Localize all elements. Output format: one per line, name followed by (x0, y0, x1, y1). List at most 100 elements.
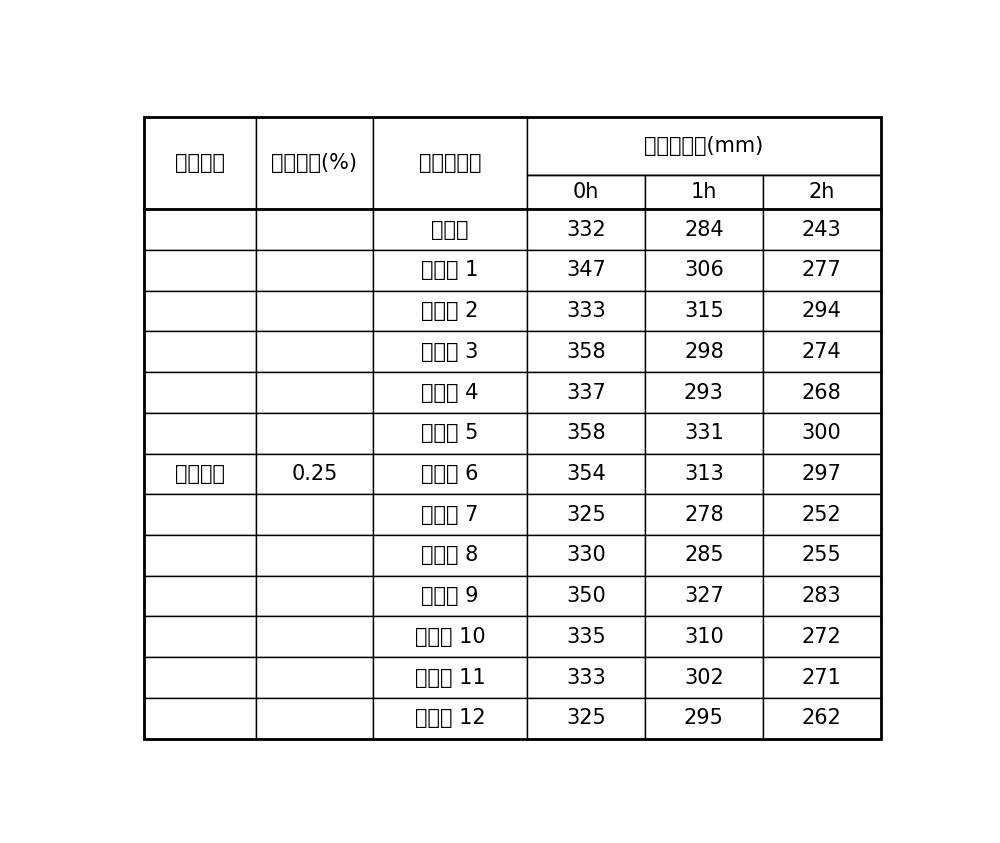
Bar (256, 535, 373, 576)
Bar (373, 209, 527, 250)
Bar (373, 291, 527, 331)
Text: 332: 332 (566, 220, 606, 239)
Text: 比较例: 比较例 (431, 220, 469, 239)
Text: 262: 262 (802, 708, 842, 728)
Bar (373, 331, 527, 372)
Bar (256, 454, 373, 494)
Text: 285: 285 (684, 545, 724, 566)
Text: 302: 302 (684, 668, 724, 688)
Bar (645, 698, 763, 738)
Bar (763, 535, 881, 576)
Bar (373, 698, 527, 738)
Bar (645, 250, 763, 291)
Text: 293: 293 (684, 383, 724, 402)
Bar (763, 454, 881, 494)
Bar (527, 698, 645, 738)
Bar (645, 175, 763, 209)
Bar (373, 535, 527, 576)
Bar (645, 576, 763, 616)
Text: 实施例 1: 实施例 1 (421, 260, 479, 281)
Bar (645, 331, 763, 372)
Bar (373, 117, 527, 209)
Bar (763, 209, 881, 250)
Text: 实施例 8: 实施例 8 (421, 545, 479, 566)
Bar (144, 117, 256, 209)
Text: 255: 255 (802, 545, 842, 566)
Bar (527, 658, 645, 698)
Bar (763, 250, 881, 291)
Bar (645, 372, 763, 413)
Bar (645, 494, 763, 535)
Bar (144, 250, 256, 291)
Bar (144, 372, 256, 413)
Bar (527, 616, 645, 658)
Bar (527, 535, 645, 576)
Bar (763, 494, 881, 535)
Bar (763, 616, 881, 658)
Bar (144, 331, 256, 372)
Bar (527, 291, 645, 331)
Text: 实施例 6: 实施例 6 (421, 464, 479, 484)
Text: 实施例 12: 实施例 12 (415, 708, 485, 728)
Bar (763, 698, 881, 738)
Text: 实施例 3: 实施例 3 (421, 341, 479, 362)
Bar (256, 494, 373, 535)
Bar (527, 494, 645, 535)
Text: 1h: 1h (691, 182, 717, 202)
Bar (256, 413, 373, 454)
Bar (256, 117, 373, 209)
Text: 243: 243 (802, 220, 842, 239)
Bar (373, 576, 527, 616)
Bar (763, 372, 881, 413)
Text: 283: 283 (802, 586, 842, 606)
Text: 实施例 5: 实施例 5 (421, 423, 479, 443)
Bar (763, 331, 881, 372)
Bar (144, 494, 256, 535)
Bar (256, 658, 373, 698)
Text: 277: 277 (802, 260, 842, 281)
Bar (527, 454, 645, 494)
Text: 358: 358 (566, 423, 606, 443)
Text: 274: 274 (802, 341, 842, 362)
Bar (144, 454, 256, 494)
Bar (763, 576, 881, 616)
Bar (645, 658, 763, 698)
Bar (144, 616, 256, 658)
Bar (256, 250, 373, 291)
Text: 252: 252 (802, 505, 842, 524)
Bar (144, 535, 256, 576)
Text: 2h: 2h (809, 182, 835, 202)
Bar (256, 291, 373, 331)
Text: 295: 295 (684, 708, 724, 728)
Text: 335: 335 (566, 627, 606, 647)
Text: 315: 315 (684, 301, 724, 321)
Bar (763, 658, 881, 698)
Text: 实施例 2: 实施例 2 (421, 301, 479, 321)
Bar (527, 250, 645, 291)
Bar (645, 535, 763, 576)
Bar (256, 372, 373, 413)
Bar (763, 175, 881, 209)
Bar (144, 291, 256, 331)
Bar (645, 616, 763, 658)
Text: 358: 358 (566, 341, 606, 362)
Bar (144, 698, 256, 738)
Text: 354: 354 (566, 464, 606, 484)
Bar (256, 698, 373, 738)
Text: 333: 333 (566, 668, 606, 688)
Text: 278: 278 (684, 505, 724, 524)
Text: 减水剂类型: 减水剂类型 (419, 153, 481, 174)
Text: 310: 310 (684, 627, 724, 647)
Text: 水泥种类: 水泥种类 (175, 153, 225, 174)
Bar (256, 576, 373, 616)
Text: 337: 337 (566, 383, 606, 402)
Text: 实施例 4: 实施例 4 (421, 383, 479, 402)
Text: 基准水泥: 基准水泥 (175, 464, 225, 484)
Bar (373, 658, 527, 698)
Text: 实施例 9: 实施例 9 (421, 586, 479, 606)
Bar (527, 413, 645, 454)
Bar (527, 117, 881, 175)
Text: 0h: 0h (573, 182, 599, 202)
Text: 297: 297 (802, 464, 842, 484)
Text: 实施例 11: 实施例 11 (415, 668, 485, 688)
